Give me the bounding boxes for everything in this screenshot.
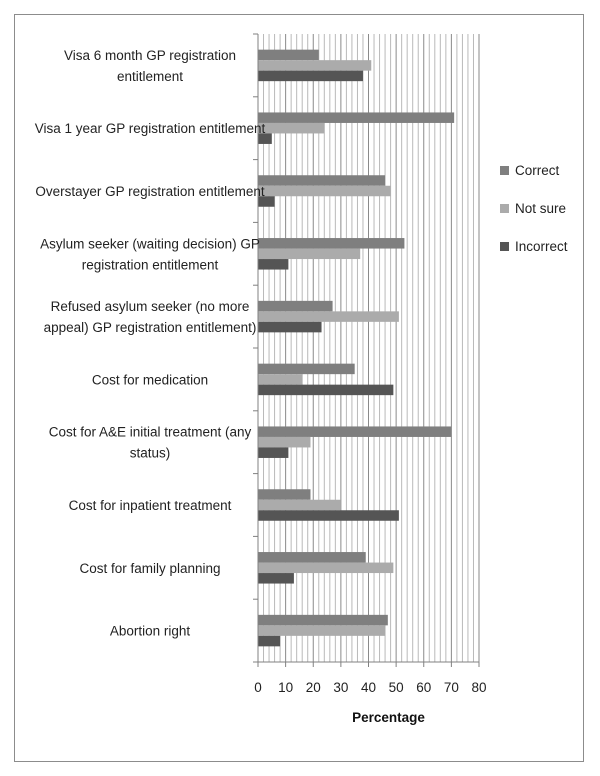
bar-not-sure — [258, 60, 372, 71]
legend-swatch — [500, 166, 509, 175]
bar-correct — [258, 175, 386, 186]
bar-not-sure — [258, 499, 341, 511]
category-label-line: Overstayer GP registration entitlement — [35, 184, 265, 199]
category-label: Cost for family planning — [79, 561, 220, 576]
bar-not-sure — [258, 185, 391, 197]
legend-label: Incorrect — [515, 239, 568, 254]
legend-label: Not sure — [515, 201, 566, 216]
bar-incorrect — [258, 259, 289, 270]
category-label-line: appeal) GP registration entitlement) — [44, 320, 257, 335]
bar-correct — [258, 49, 319, 61]
bar-incorrect — [258, 133, 272, 144]
bar-incorrect — [258, 635, 281, 647]
x-tick-label: 50 — [389, 680, 404, 695]
category-label: Cost for A&E initial treatment (any statu… — [49, 425, 252, 461]
category-label-line: Cost for medication — [92, 372, 208, 387]
bar-correct — [258, 363, 355, 375]
category-label: Visa 1 year GP registration entitlement — [35, 121, 266, 136]
category-label: Cost for medication — [92, 372, 208, 387]
bar-incorrect — [258, 70, 363, 82]
category-label: Cost for inpatient treatment — [69, 498, 232, 513]
category-label: Refused asylum seeker (no more appeal) GP… — [44, 299, 257, 335]
x-axis-title: Percentage — [352, 710, 425, 725]
bar-not-sure — [258, 374, 303, 385]
category-label-line: Visa 1 year GP registration entitlement — [35, 121, 266, 136]
bar-correct — [258, 614, 388, 626]
category-label-line: Abortion right — [110, 624, 191, 639]
bar-incorrect — [258, 196, 275, 207]
bar-correct — [258, 426, 452, 437]
x-tick-label: 10 — [278, 680, 293, 695]
category-label: Visa 6 month GP registration entitlement — [64, 48, 236, 84]
category-label-line: Cost for family planning — [79, 561, 220, 576]
category-label: Abortion right — [110, 624, 191, 639]
bar-correct — [258, 552, 366, 563]
x-tick-label: 0 — [254, 680, 262, 695]
bar-correct — [258, 238, 405, 249]
legend-swatch — [500, 204, 509, 213]
bar-incorrect — [258, 510, 399, 521]
bar-not-sure — [258, 122, 325, 134]
legend: Correct Not sure Incorrect — [500, 163, 568, 254]
category-label: Asylum seeker (waiting decision) GP regis… — [40, 236, 260, 272]
category-label-line: Cost for inpatient treatment — [69, 498, 232, 513]
bar-incorrect — [258, 384, 394, 396]
category-label-line: Visa 6 month GP registration — [64, 48, 236, 63]
bar-incorrect — [258, 573, 294, 584]
bar-not-sure — [258, 311, 399, 322]
bar-correct — [258, 300, 333, 312]
x-tick-label: 60 — [416, 680, 431, 695]
x-tick-label: 80 — [471, 680, 486, 695]
category-label-line: Cost for A&E initial treatment (any — [49, 425, 252, 440]
bar-not-sure — [258, 625, 386, 636]
bar-incorrect — [258, 447, 289, 458]
category-label-line: registration entitlement — [82, 257, 219, 272]
x-tick-label: 30 — [333, 680, 348, 695]
bars — [258, 49, 455, 647]
x-tick-label: 40 — [361, 680, 376, 695]
legend-swatch — [500, 242, 509, 251]
bar-not-sure — [258, 436, 311, 448]
legend-label: Correct — [515, 163, 560, 178]
bar-not-sure — [258, 562, 394, 574]
bar-correct — [258, 112, 455, 123]
bar-incorrect — [258, 321, 322, 333]
category-label-line: Refused asylum seeker (no more — [51, 299, 250, 314]
category-label-line: Asylum seeker (waiting decision) GP — [40, 236, 260, 251]
category-label-line: entitlement — [117, 69, 183, 84]
category-label-line: status) — [130, 446, 171, 461]
chart-frame — [14, 14, 584, 762]
category-label: Overstayer GP registration entitlement — [35, 184, 265, 199]
bar-correct — [258, 489, 311, 500]
bar-not-sure — [258, 248, 361, 260]
x-tick-label: 70 — [444, 680, 459, 695]
x-tick-label: 20 — [306, 680, 321, 695]
